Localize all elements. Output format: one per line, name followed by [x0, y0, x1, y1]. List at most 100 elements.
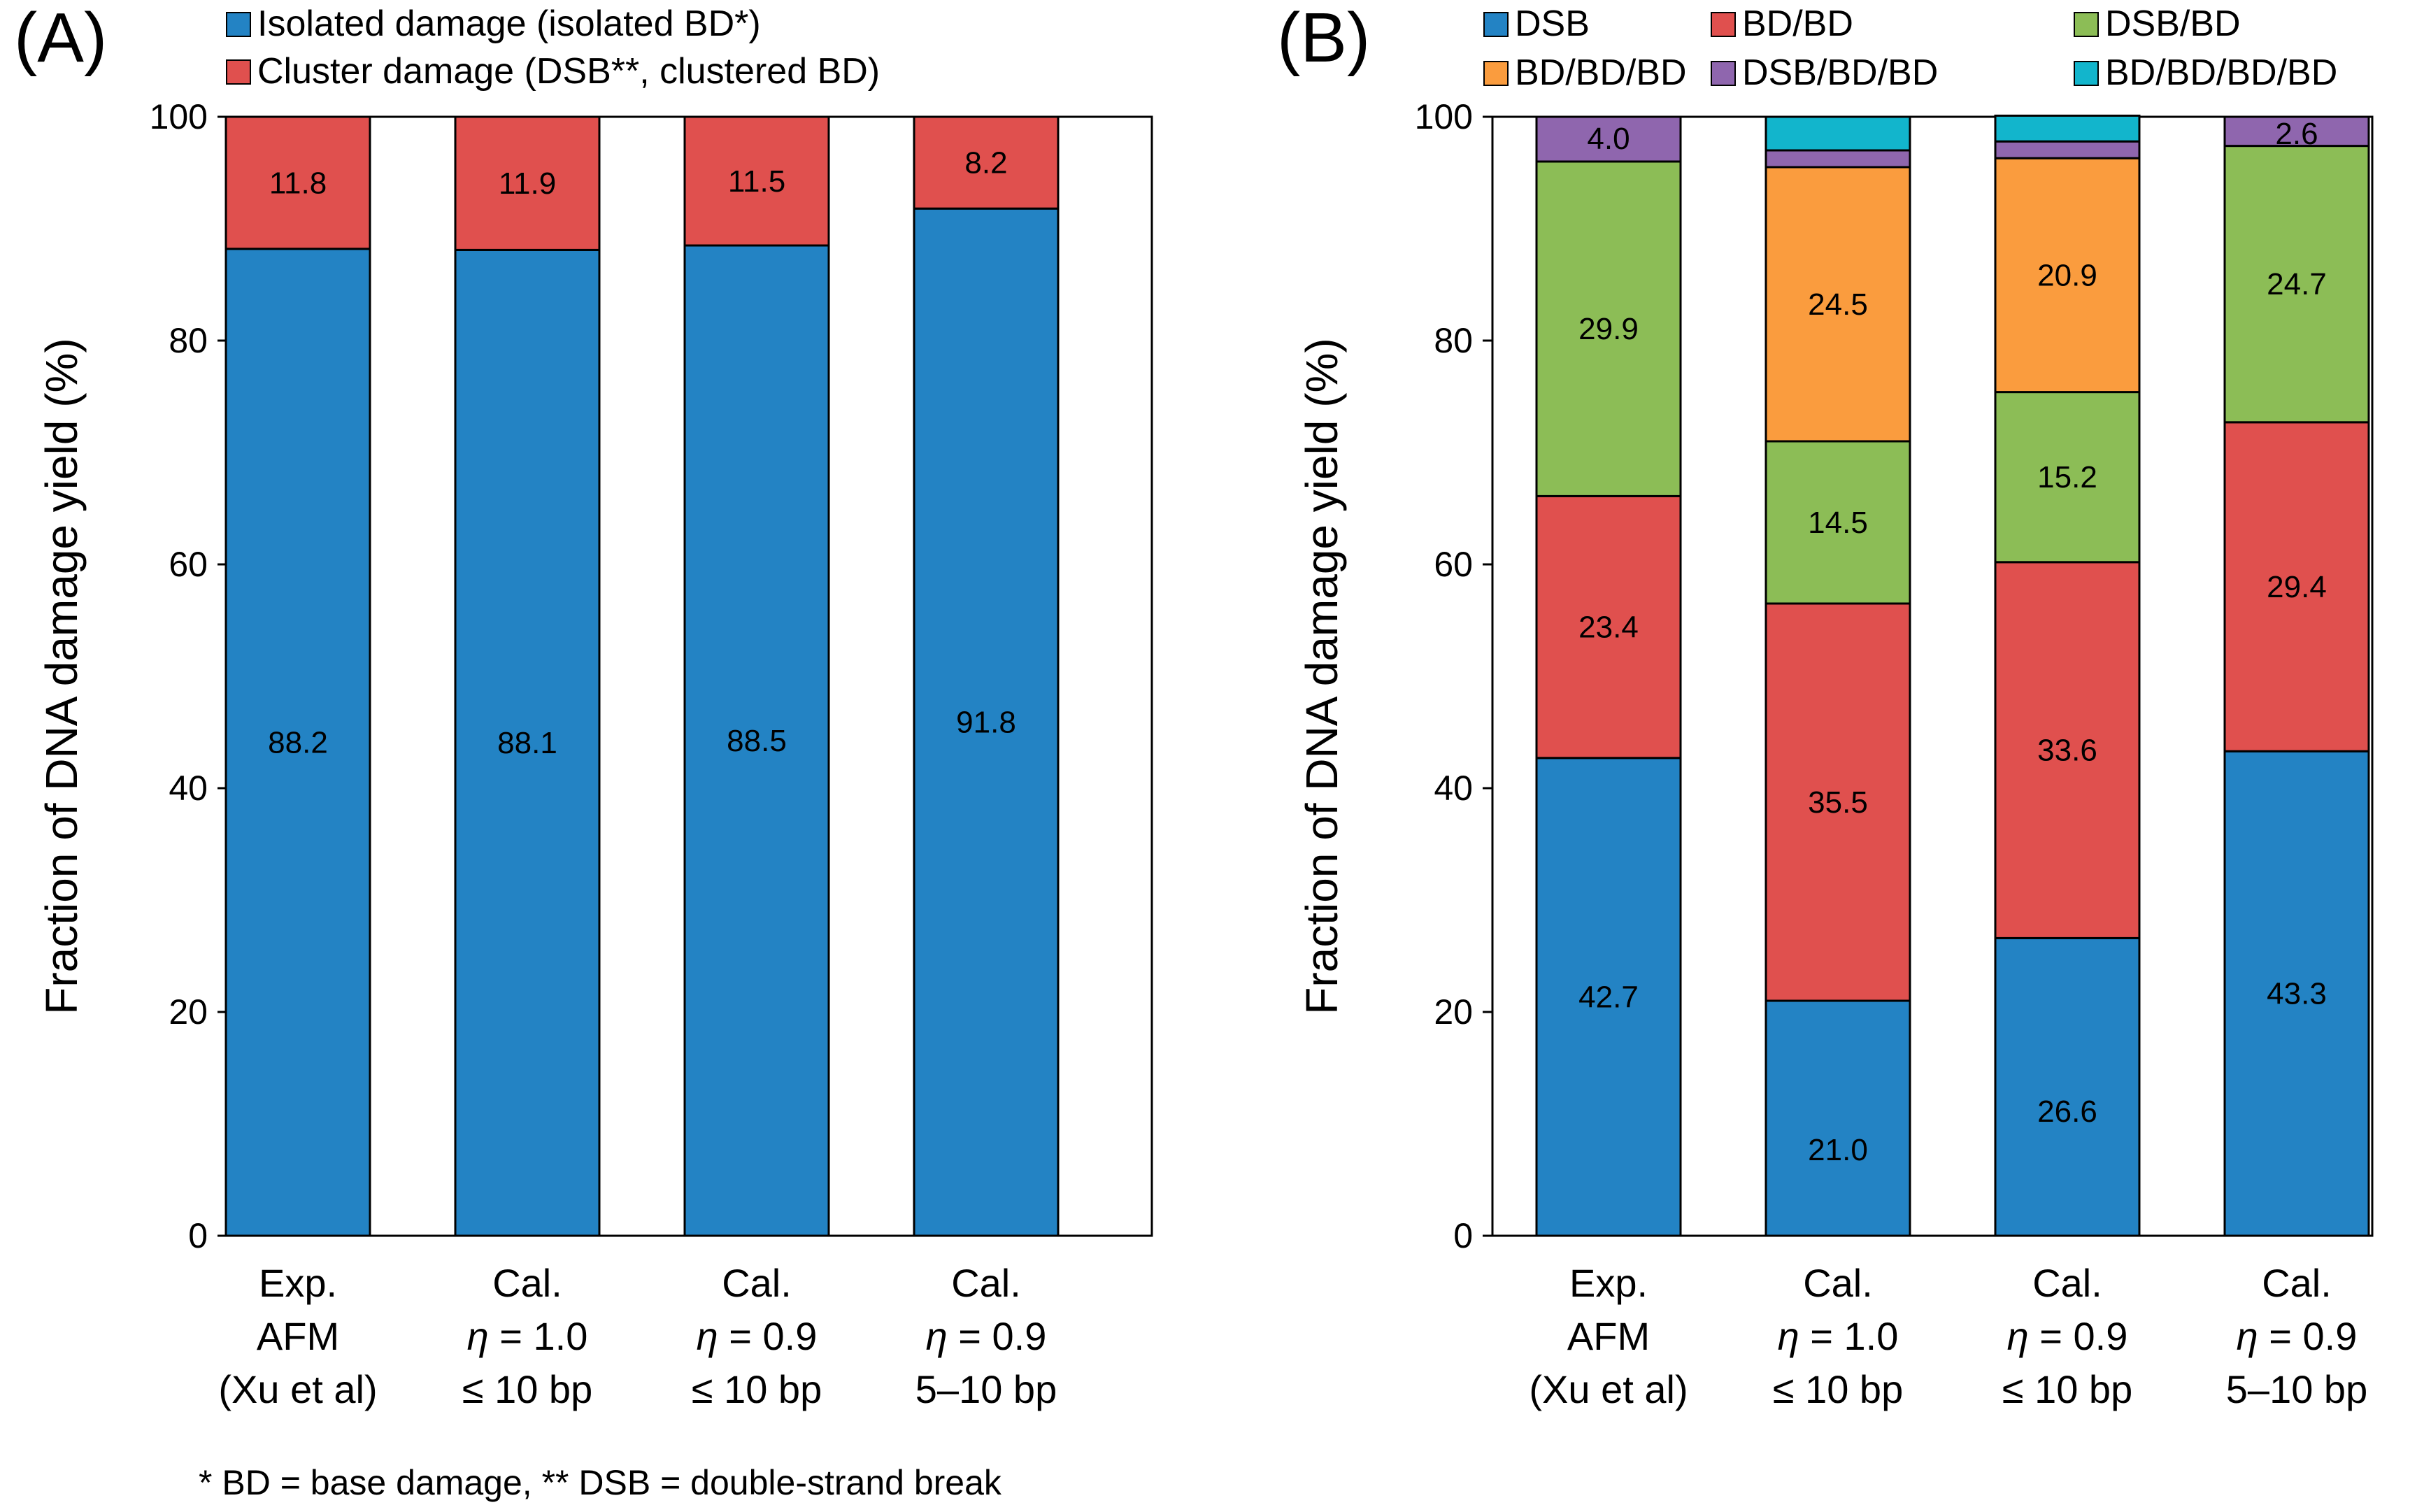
y-tick-label-b-3: 60: [1434, 545, 1473, 584]
legend-swatch-a-0: [226, 12, 251, 37]
category-label-a-1-2: ≤ 10 bp: [462, 1367, 592, 1411]
data-label-a-3-1: 8.2: [964, 146, 1007, 180]
bar-b-3-4: [2223, 115, 2370, 148]
data-label-a-0-0: 88.2: [268, 725, 328, 759]
panel-b-chart: (B) DSB BD/BD DSB/BD BD/BD/BD DSB/BD/BD BD/BD/…: [1277, 0, 2374, 1411]
bar-b-0-2: [1535, 160, 1682, 497]
bar-a-3-1: [913, 115, 1060, 210]
legend-label-b-5: BD/BD/BD/BD: [2105, 52, 2337, 93]
data-label-b-0-0: 42.7: [1578, 980, 1639, 1014]
category-label-a-3-1: η = 0.9: [926, 1314, 1047, 1358]
bar-a-3-0: [913, 207, 1060, 1237]
category-label-b-2-0: Cal.: [2032, 1261, 2102, 1305]
legend-label-b-1: BD/BD: [1742, 3, 1853, 44]
y-tick-label-a-0: 0: [188, 1216, 208, 1255]
bar-b-2-0: [1994, 936, 2141, 1237]
data-label-b-1-0: 21.0: [1808, 1133, 1868, 1167]
legend-label-a-0: Isolated damage (isolated BD*): [257, 3, 761, 44]
category-label-b-1-0: Cal.: [1803, 1261, 1873, 1305]
legend-swatch-b-3: [1483, 61, 1509, 86]
data-label-b-0-1: 23.4: [1578, 611, 1639, 645]
category-label-a-2-2: ≤ 10 bp: [692, 1367, 822, 1411]
legend-label-b-0: DSB: [1515, 3, 1590, 44]
category-label-a-0-1: AFM: [257, 1314, 339, 1358]
data-label-b-1-1: 35.5: [1808, 785, 1868, 820]
legend-swatch-b-1: [1711, 12, 1736, 37]
legend-swatch-b-5: [2074, 61, 2099, 86]
category-label-b-3-0: Cal.: [2262, 1261, 2332, 1305]
category-label-b-3-2: 5–10 bp: [2226, 1367, 2367, 1411]
data-label-b-2-2: 15.2: [2037, 460, 2097, 494]
bar-a-0-1: [224, 115, 371, 250]
data-label-b-1-2: 14.5: [1808, 506, 1868, 540]
panel-b-label: (B): [1277, 0, 1370, 77]
category-label-a-2-1: η = 0.9: [697, 1314, 818, 1358]
data-label-b-2-3: 20.9: [2037, 258, 2097, 292]
data-label-a-1-0: 88.1: [497, 726, 557, 760]
legend-swatch-b-0: [1483, 12, 1509, 37]
legend-label-b-4: DSB/BD/BD: [1742, 52, 1938, 93]
bar-b-1-2: [1764, 440, 1911, 605]
bar-b-0-0: [1535, 757, 1682, 1237]
bar-b-2-2: [1994, 391, 2141, 564]
category-label-b-3-1: η = 0.9: [2237, 1314, 2358, 1358]
bar-b-1-4: [1764, 149, 1911, 169]
bar-b-0-1: [1535, 494, 1682, 759]
category-label-a-3-2: 5–10 bp: [915, 1367, 1057, 1411]
legend-label-b-3: BD/BD/BD: [1515, 52, 1687, 93]
bar-b-3-2: [2223, 145, 2370, 424]
bar-b-1-5: [1764, 115, 1911, 152]
category-label-a-3-0: Cal.: [951, 1261, 1021, 1305]
data-label-b-0-4: 4.0: [1587, 122, 1630, 156]
category-label-b-0-0: Exp.: [1569, 1261, 1648, 1305]
bar-b-1-3: [1764, 166, 1911, 443]
footnote: * BD = base damage, ** DSB = double-stra…: [199, 1463, 1002, 1502]
data-label-b-3-0: 43.3: [2267, 977, 2327, 1011]
plot-frame-b: [1491, 115, 2374, 1237]
data-label-a-2-0: 88.5: [727, 724, 787, 758]
y-tick-label-b-5: 100: [1415, 97, 1473, 136]
category-label-a-0-0: Exp.: [259, 1261, 337, 1305]
category-label-b-0-2: (Xu et al): [1529, 1367, 1688, 1411]
legend-label-a-1: Cluster damage (DSB**, clustered BD): [257, 51, 880, 92]
data-label-b-2-0: 26.6: [2037, 1094, 2097, 1129]
bar-a-2-1: [683, 115, 830, 247]
category-label-b-2-1: η = 0.9: [2007, 1314, 2128, 1358]
bar-a-2-0: [683, 244, 830, 1237]
y-tick-label-b-2: 40: [1434, 769, 1473, 808]
category-label-b-1-1: η = 1.0: [1778, 1314, 1899, 1358]
data-label-b-3-1: 29.4: [2267, 570, 2327, 604]
category-label-b-1-2: ≤ 10 bp: [1773, 1367, 1903, 1411]
panel-a-label: (A): [14, 0, 107, 77]
y-axis-title-b: Fraction of DNA damage yield (%): [1297, 338, 1347, 1015]
category-label-b-0-1: AFM: [1567, 1314, 1650, 1358]
category-label-a-2-0: Cal.: [722, 1261, 792, 1305]
category-label-b-2-2: ≤ 10 bp: [2002, 1367, 2132, 1411]
data-label-a-1-1: 11.9: [499, 166, 556, 201]
bar-b-1-0: [1764, 999, 1911, 1237]
y-tick-label-a-2: 40: [169, 769, 208, 808]
data-label-a-3-0: 91.8: [956, 706, 1016, 740]
legend-swatch-a-1: [226, 59, 251, 85]
y-tick-label-b-1: 20: [1434, 992, 1473, 1032]
panel-a-chart: (A) Isolated damage (isolated BD*) Cluster…: [14, 0, 1153, 1411]
data-label-a-2-1: 11.5: [728, 164, 785, 199]
data-label-b-3-2: 24.7: [2267, 267, 2327, 301]
bar-b-3-1: [2223, 421, 2370, 753]
category-label-a-1-0: Cal.: [492, 1261, 562, 1305]
y-axis-title-a: Fraction of DNA damage yield (%): [36, 338, 87, 1015]
data-label-b-2-1: 33.6: [2037, 734, 2097, 768]
category-label-a-1-1: η = 1.0: [467, 1314, 588, 1358]
y-tick-label-b-4: 80: [1434, 321, 1473, 360]
bar-b-0-4: [1535, 115, 1682, 163]
y-tick-label-b-0: 0: [1453, 1216, 1473, 1255]
data-label-b-1-3: 24.5: [1808, 287, 1868, 322]
y-tick-label-a-5: 100: [150, 97, 208, 136]
legend-label-b-2: DSB/BD: [2105, 3, 2241, 44]
bar-a-1-0: [454, 248, 601, 1237]
y-tick-label-a-3: 60: [169, 545, 208, 584]
legend-swatch-b-4: [1711, 61, 1736, 86]
y-tick-label-a-1: 20: [169, 992, 208, 1032]
category-label-a-0-2: (Xu et al): [218, 1367, 377, 1411]
